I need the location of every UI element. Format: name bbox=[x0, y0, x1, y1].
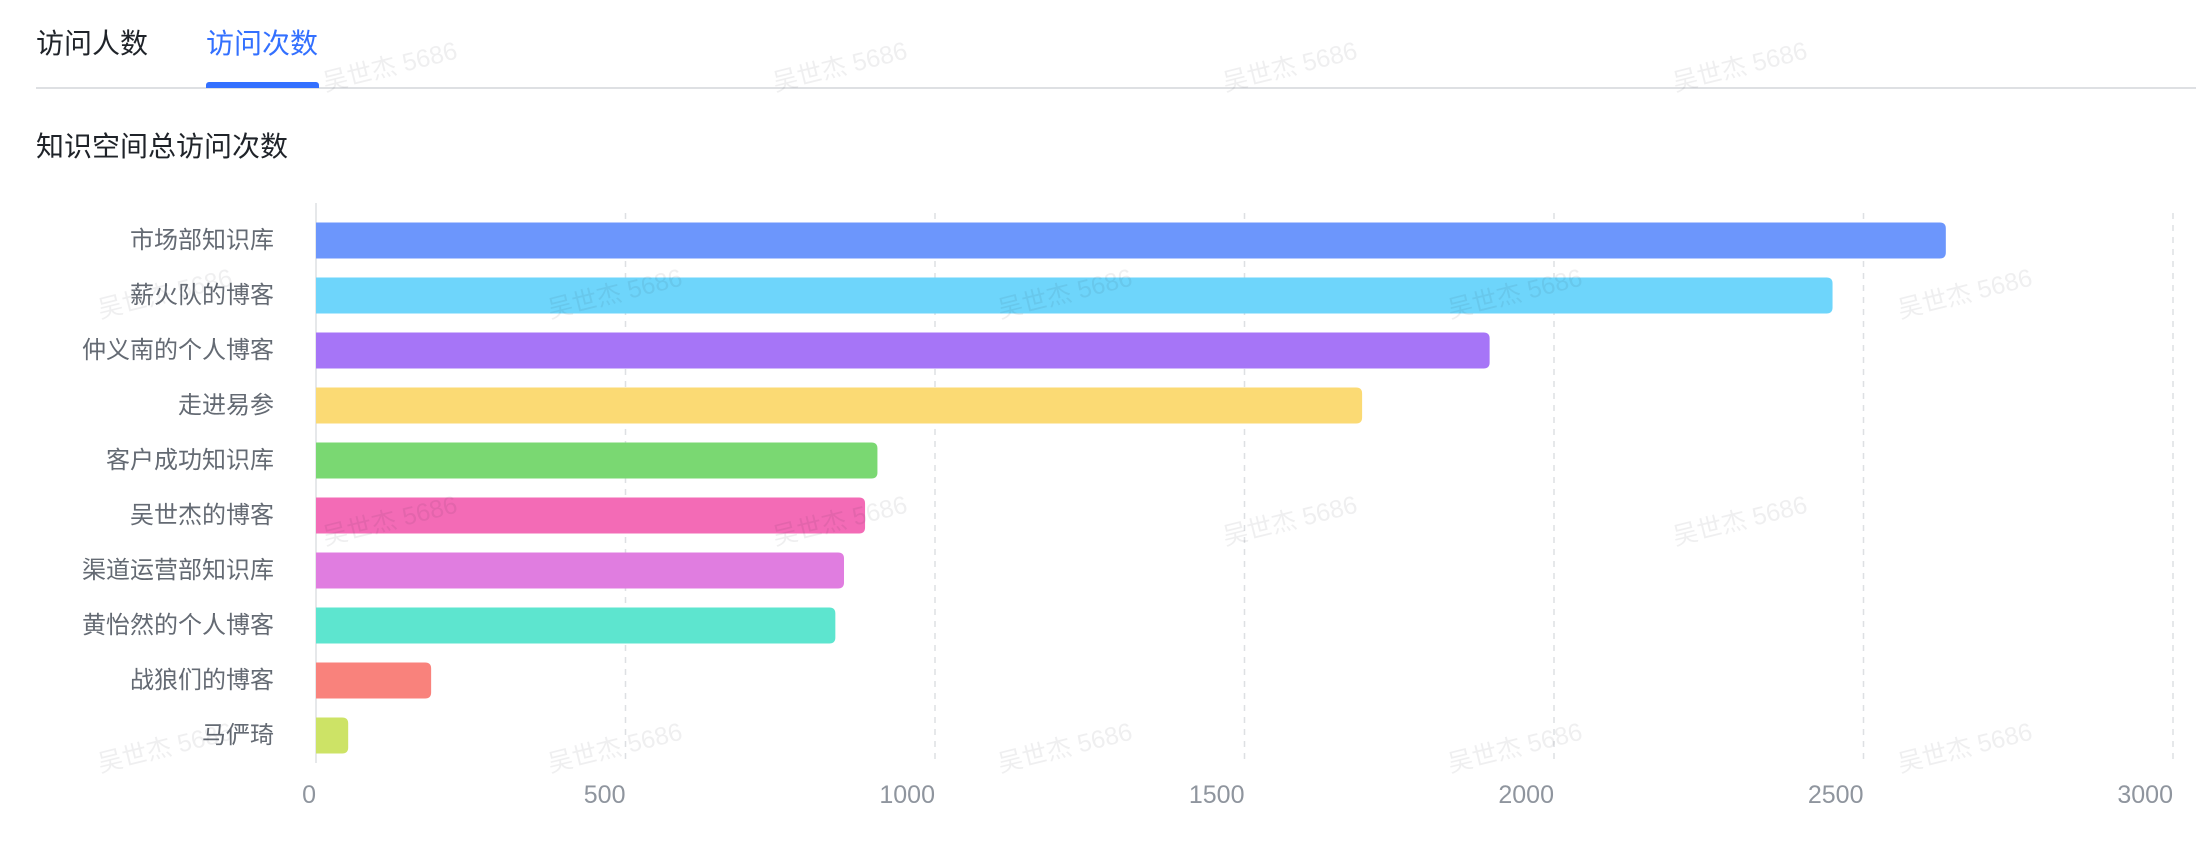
bar bbox=[316, 222, 1946, 259]
x-tick-label: 500 bbox=[584, 781, 626, 809]
category-label: 马俨琦 bbox=[202, 722, 274, 749]
x-tick-label: 2000 bbox=[1498, 781, 1554, 809]
active-tab-indicator bbox=[206, 82, 319, 88]
bar bbox=[316, 662, 432, 699]
x-tick-label: 3000 bbox=[2117, 781, 2173, 809]
bar bbox=[316, 497, 866, 534]
bar-chart-svg: 市场部知识库薪火队的博客仲义南的个人博客走进易参客户成功知识库吴世杰的博客渠道运… bbox=[82, 203, 2174, 809]
grid-lines bbox=[624, 213, 2174, 763]
category-label: 战狼们的博客 bbox=[130, 667, 274, 694]
category-labels: 市场部知识库薪火队的博客仲义南的个人博客走进易参客户成功知识库吴世杰的博客渠道运… bbox=[82, 227, 274, 749]
category-label: 客户成功知识库 bbox=[106, 447, 274, 474]
tab-divider bbox=[36, 87, 2196, 89]
bar bbox=[316, 387, 1363, 424]
category-label: 吴世杰的博客 bbox=[130, 502, 274, 529]
tab-visitors[interactable]: 访问人数 bbox=[36, 28, 149, 59]
bar bbox=[316, 442, 878, 479]
x-tick-labels: 0 500 1000 1500 2000 2500 3000 bbox=[302, 781, 2173, 809]
bars bbox=[316, 222, 1946, 754]
section-title: 知识空间总访问次数 bbox=[36, 131, 289, 162]
category-label: 走进易参 bbox=[178, 392, 274, 419]
category-label: 黄怡然的个人博客 bbox=[82, 612, 274, 639]
category-label: 市场部知识库 bbox=[130, 227, 274, 254]
category-label: 仲义南的个人博客 bbox=[82, 337, 274, 364]
x-tick-label: 2500 bbox=[1808, 781, 1864, 809]
x-tick-label: 1500 bbox=[1189, 781, 1245, 809]
bar bbox=[316, 607, 836, 644]
tab-visits[interactable]: 访问次数 bbox=[206, 28, 319, 59]
bar bbox=[316, 717, 349, 754]
bar bbox=[316, 277, 1833, 314]
x-tick-label: 1000 bbox=[879, 781, 935, 809]
category-label: 薪火队的博客 bbox=[130, 282, 274, 309]
category-label: 渠道运营部知识库 bbox=[82, 557, 274, 584]
x-tick-label: 0 bbox=[302, 781, 316, 809]
bar bbox=[316, 332, 1490, 369]
bar bbox=[316, 552, 845, 589]
bar-chart: 市场部知识库 薪火队的博客仲义南的个人博客走进易参客户成功知识库吴世杰的博客渠道运… bbox=[0, 190, 2196, 842]
